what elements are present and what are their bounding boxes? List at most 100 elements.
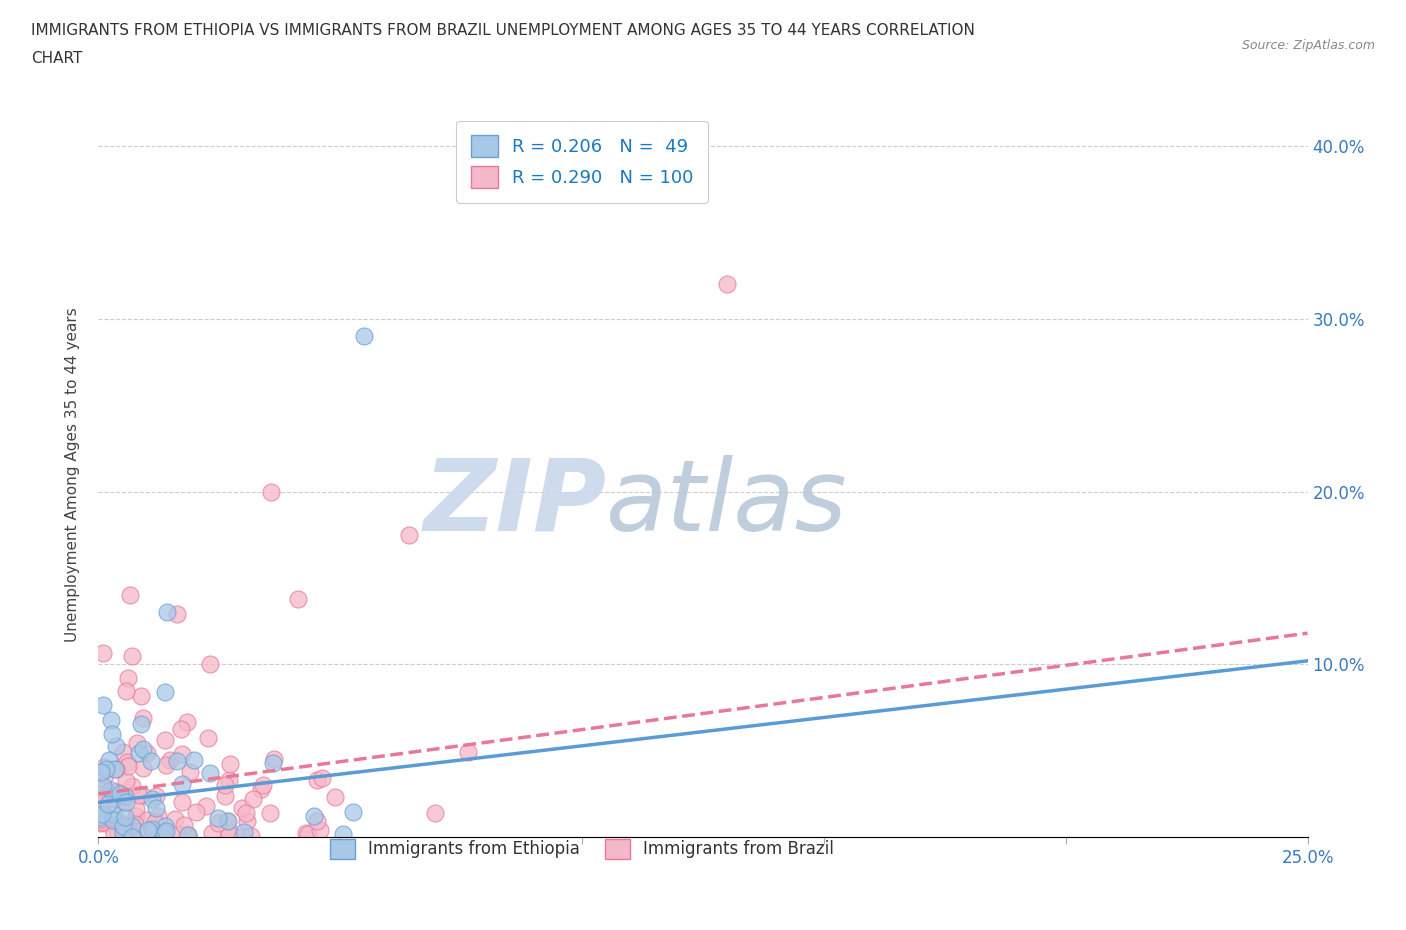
Point <box>170 721 193 736</box>
Point <box>97 796 120 811</box>
Point <box>100 713 122 728</box>
Point <box>121 824 143 839</box>
Point <box>125 809 148 824</box>
Point <box>136 746 159 761</box>
Point <box>177 827 200 842</box>
Point <box>141 822 163 837</box>
Point <box>107 825 129 840</box>
Point <box>107 817 129 831</box>
Point <box>105 784 128 799</box>
Point <box>114 773 136 788</box>
Point <box>94 768 117 783</box>
Point <box>398 527 420 542</box>
Point <box>259 806 281 821</box>
Point <box>121 830 143 844</box>
Point <box>94 762 117 777</box>
Point <box>173 817 195 832</box>
Point <box>170 777 193 791</box>
Point <box>141 791 163 806</box>
Point <box>297 826 319 841</box>
Point <box>114 823 136 838</box>
Point <box>117 821 139 836</box>
Point <box>215 814 238 829</box>
Point <box>295 826 318 841</box>
Point <box>252 777 274 792</box>
Point <box>117 671 139 685</box>
Text: Source: ZipAtlas.com: Source: ZipAtlas.com <box>1241 39 1375 52</box>
Point <box>89 816 111 830</box>
Point <box>90 811 112 826</box>
Point <box>353 328 375 343</box>
Point <box>183 752 205 767</box>
Point <box>91 779 114 794</box>
Point <box>214 789 236 804</box>
Point <box>163 812 186 827</box>
Point <box>128 746 150 761</box>
Point <box>129 716 152 731</box>
Point <box>166 606 188 621</box>
Point <box>287 591 309 606</box>
Point <box>172 795 194 810</box>
Point <box>198 766 221 781</box>
Point <box>309 822 332 837</box>
Point <box>218 826 240 841</box>
Point <box>139 753 162 768</box>
Point <box>131 742 153 757</box>
Point <box>231 830 253 844</box>
Point <box>332 826 354 841</box>
Point <box>100 782 122 797</box>
Point <box>218 773 240 788</box>
Point <box>143 815 166 830</box>
Point <box>342 804 364 819</box>
Point <box>121 778 143 793</box>
Point <box>90 806 112 821</box>
Point <box>115 684 138 698</box>
Point <box>716 277 738 292</box>
Text: IMMIGRANTS FROM ETHIOPIA VS IMMIGRANTS FROM BRAZIL UNEMPLOYMENT AMONG AGES 35 TO: IMMIGRANTS FROM ETHIOPIA VS IMMIGRANTS F… <box>31 23 974 38</box>
Point <box>311 771 333 786</box>
Point <box>101 813 124 828</box>
Point <box>131 761 153 776</box>
Point <box>305 814 328 829</box>
Point <box>103 762 125 777</box>
Point <box>249 782 271 797</box>
Point <box>177 827 200 842</box>
Point <box>207 816 229 830</box>
Point <box>101 806 124 821</box>
Point <box>233 825 256 840</box>
Point <box>242 792 264 807</box>
Point <box>145 789 167 804</box>
Point <box>231 801 253 816</box>
Point <box>110 816 132 830</box>
Point <box>125 823 148 838</box>
Point <box>194 799 217 814</box>
Point <box>98 753 121 768</box>
Text: atlas: atlas <box>606 455 848 551</box>
Text: CHART: CHART <box>31 51 83 66</box>
Point <box>101 726 124 741</box>
Point <box>207 810 229 825</box>
Point <box>112 826 135 841</box>
Point <box>131 787 153 802</box>
Point <box>156 605 179 620</box>
Point <box>148 809 170 824</box>
Point <box>125 736 148 751</box>
Point <box>115 754 138 769</box>
Point <box>219 757 242 772</box>
Point <box>97 784 120 799</box>
Point <box>128 788 150 803</box>
Point <box>155 758 177 773</box>
Point <box>112 790 135 804</box>
Point <box>117 758 139 773</box>
Point <box>112 818 135 833</box>
Point <box>121 819 143 834</box>
Point <box>170 747 193 762</box>
Point <box>200 825 222 840</box>
Point <box>176 827 198 842</box>
Point <box>105 799 128 814</box>
Point <box>155 823 177 838</box>
Point <box>108 787 131 802</box>
Point <box>166 753 188 768</box>
Point <box>114 789 136 804</box>
Point <box>114 809 136 824</box>
